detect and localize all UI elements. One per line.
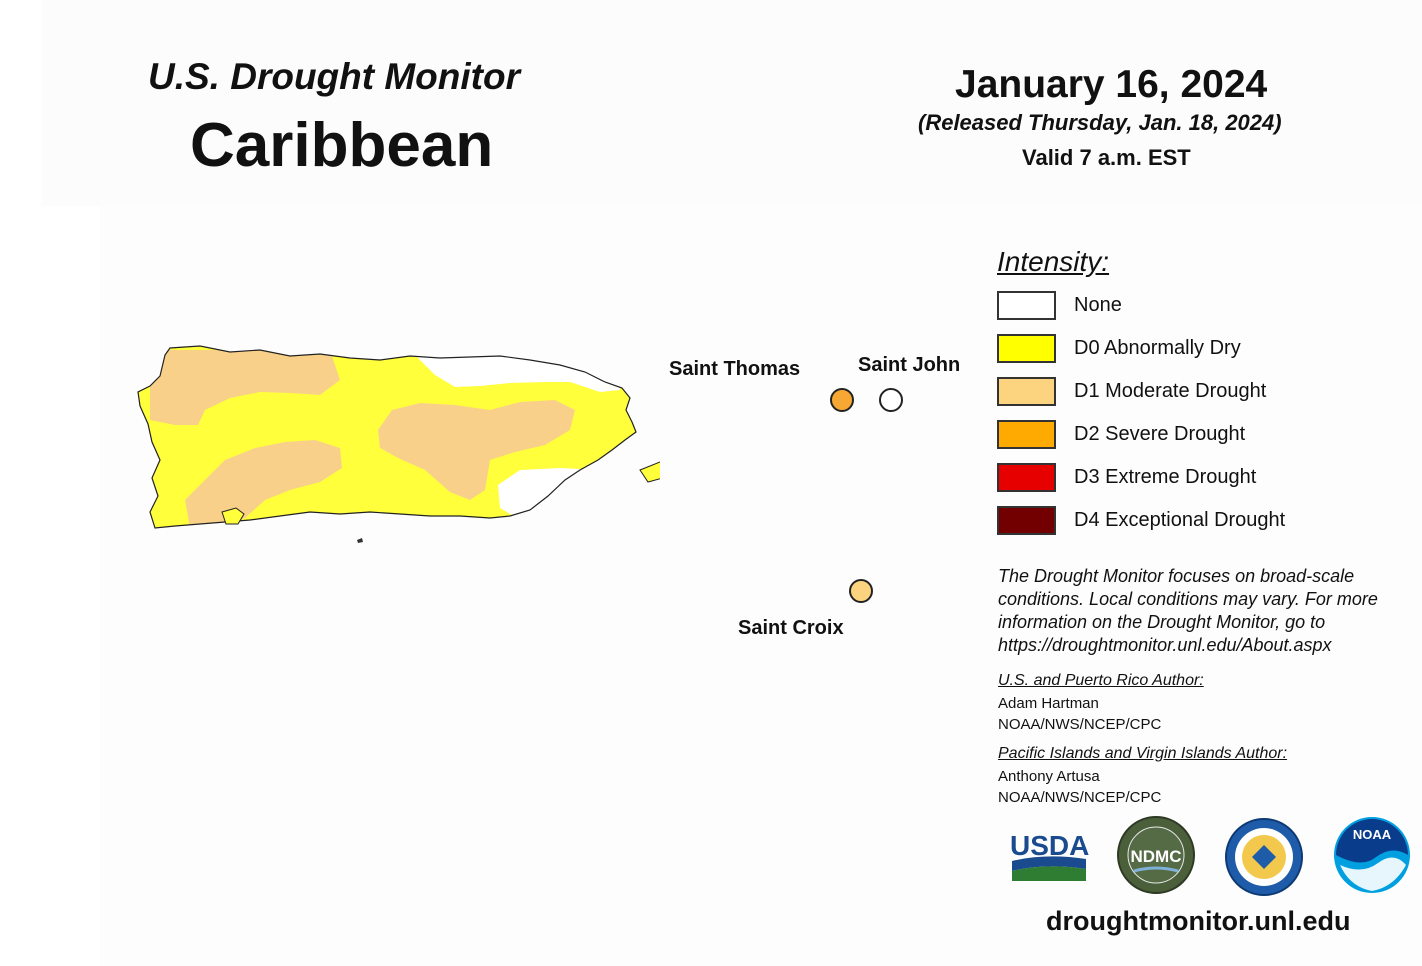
pi-vi-author-heading: Pacific Islands and Virgin Islands Autho… [998,745,1288,762]
usda-logo-text: USDA [1010,830,1089,861]
legend-label: D4 Exceptional Drought [1074,509,1286,531]
legend-swatch [997,377,1056,406]
valid-date: January 16, 2024 [955,63,1268,106]
saint-croix-marker [849,579,873,603]
legend-label: None [1074,294,1122,316]
legend-label: D2 Severe Drought [1074,423,1246,445]
south-islet [221,507,245,525]
release-date: (Released Thursday, Jan. 18, 2024) [918,110,1282,135]
legend-label: D0 Abnormally Dry [1074,337,1241,359]
puerto-rico [137,345,637,529]
legend-item-d1: D1 Moderate Drought [997,377,1397,409]
legend-item-none: None [997,291,1397,323]
caja-de-muertos-islet [357,538,363,543]
legend-item-d2: D2 Severe Drought [997,420,1397,452]
saint-croix-label: Saint Croix [738,617,844,639]
virgin-islands-markers [830,388,903,603]
noaa-logo: NOAA [1334,817,1410,893]
legend-title: Intensity: [997,246,1110,277]
legend-label: D1 Moderate Drought [1074,380,1267,402]
saint-thomas-marker [830,388,854,412]
ndmc-logo-text: NDMC [1131,847,1182,866]
map-panel [100,206,1422,966]
us-pr-author-heading: U.S. and Puerto Rico Author: [998,672,1204,689]
valid-time: Valid 7 a.m. EST [1022,145,1191,170]
saint-john-label: Saint John [858,354,961,376]
us-pr-author-name: Adam Hartman [998,695,1099,712]
region-title: Caribbean [190,111,494,180]
vieques-island [639,461,660,483]
map-title: U.S. Drought Monitor [148,56,520,97]
legend-swatch [997,506,1056,535]
partner-logos: USDA NDMC NOAA [1006,815,1416,900]
drought-map [137,345,660,543]
legend-item-d0: D0 Abnormally Dry [997,334,1397,366]
saint-john-marker [879,388,903,412]
noaa-logo-text: NOAA [1353,827,1392,842]
saint-thomas-label: Saint Thomas [669,358,801,380]
legend-swatch [997,334,1056,363]
legend-item-d4: D4 Exceptional Drought [997,506,1397,538]
us-pr-author-org: NOAA/NWS/NCEP/CPC [998,716,1162,733]
pi-vi-author-name: Anthony Artusa [998,768,1100,785]
legend-swatch [997,420,1056,449]
ndmc-logo: NDMC [1117,816,1195,894]
legend-item-d3: D3 Extreme Drought [997,463,1397,495]
legend-label: D3 Extreme Drought [1074,466,1257,488]
legend-swatch [997,291,1056,320]
pi-vi-author-org: NOAA/NWS/NCEP/CPC [998,789,1162,806]
disclaimer-note: The Drought Monitor focuses on broad-sca… [998,566,1378,655]
legend-swatch [997,463,1056,492]
usda-logo: USDA [1010,830,1089,881]
header-panel [42,0,1422,206]
website-link[interactable]: droughtmonitor.unl.edu [1046,906,1351,936]
commerce-seal [1225,818,1303,896]
